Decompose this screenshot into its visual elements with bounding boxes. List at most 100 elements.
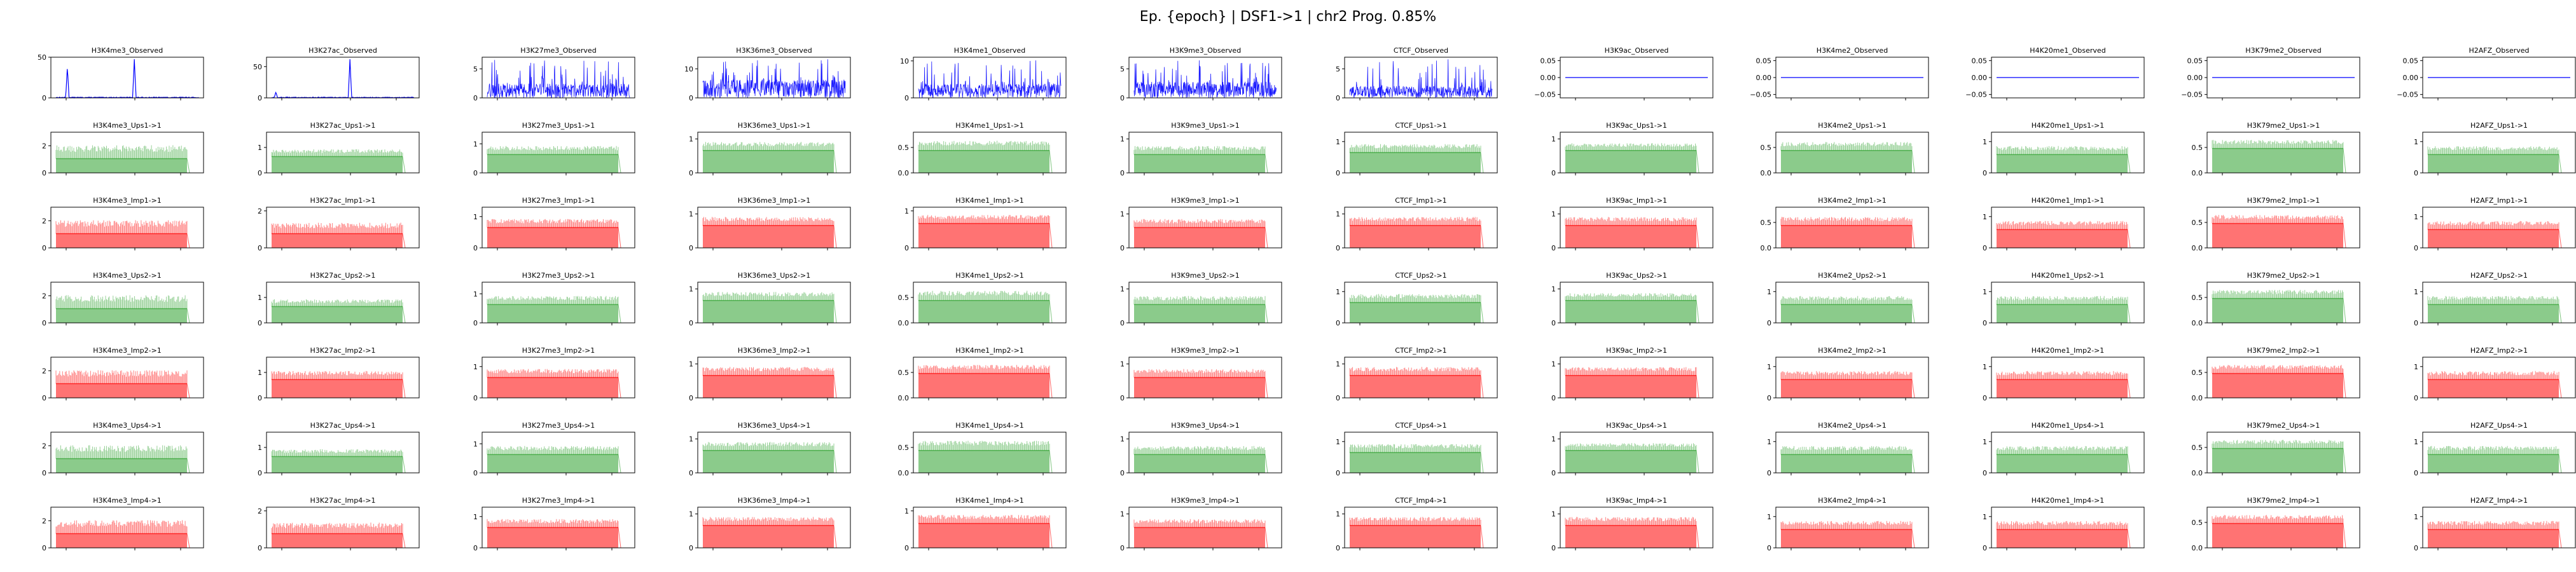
subplot: H3K27ac_Imp2->1 0 1 — [258, 346, 420, 402]
tail-line — [1049, 450, 1053, 473]
subplot: H3K27me3_Imp1->1 0 1 — [473, 196, 635, 252]
area-spikes — [918, 215, 1050, 224]
y-tick-label: 1 — [258, 444, 262, 452]
subplot-title: H3K4me2_Ups4->1 — [1818, 421, 1886, 430]
area-fill — [703, 300, 834, 323]
tail-line — [1264, 527, 1268, 548]
area-fill — [487, 304, 618, 323]
y-tick-label: 1 — [258, 294, 262, 302]
y-tick-label: 0 — [1120, 469, 1125, 477]
subplot-title: H3K36me3_Ups2->1 — [738, 271, 810, 280]
subplot-title: H3K9ac_Observed — [1605, 46, 1669, 55]
tail-line — [2127, 529, 2131, 548]
area-spikes — [2427, 146, 2559, 155]
area-fill — [2212, 298, 2343, 323]
tail-line — [1480, 152, 1484, 174]
y-tick-label: 0 — [689, 469, 693, 477]
y-tick-label: 1 — [1120, 510, 1125, 519]
area-fill — [487, 454, 618, 473]
axes-frame — [2206, 207, 2360, 249]
subplot: H2AFZ_Observed −0.05 0.00 0.05 — [2397, 46, 2576, 100]
subplot-title: H3K36me3_Ups1->1 — [738, 121, 810, 130]
area-spikes — [918, 440, 1050, 451]
axes-frame — [697, 282, 851, 323]
subplot: H3K27ac_Ups4->1 0 1 — [258, 421, 420, 477]
y-tick-label: 0 — [1336, 94, 1340, 102]
subplot-title: H3K27me3_Ups1->1 — [522, 121, 595, 130]
subplot-title: H3K9me3_Ups1->1 — [1171, 121, 1239, 130]
subplot: H3K9me3_Imp2->1 0 1 — [1120, 346, 1282, 402]
y-tick-label: 0 — [1767, 469, 1771, 477]
tail-line — [833, 225, 837, 249]
y-tick-label: 1 — [1983, 363, 1987, 371]
y-tick-label: 1 — [1551, 210, 1556, 219]
axes-frame — [913, 207, 1067, 249]
area-spikes — [271, 299, 403, 307]
y-tick-label: 1 — [1983, 138, 1987, 146]
y-tick-label: 0 — [1551, 319, 1556, 327]
tail-line — [618, 377, 621, 398]
axes-frame — [1775, 432, 1929, 473]
y-tick-label: 50 — [253, 63, 262, 71]
area-spikes — [55, 220, 188, 234]
y-tick-label: 0 — [1767, 394, 1771, 402]
y-tick-label: 0 — [1551, 469, 1556, 477]
tail-line — [2558, 304, 2562, 323]
area-spikes — [55, 370, 188, 384]
area-spikes — [487, 369, 619, 378]
area-fill — [918, 373, 1049, 398]
tail-line — [402, 156, 406, 174]
area-fill — [1350, 453, 1481, 473]
subplot-title: H3K4me1_Imp1->1 — [955, 196, 1024, 205]
subplot: CTCF_Imp4->1 0 1 — [1336, 496, 1498, 552]
area-fill — [56, 458, 187, 473]
axes-frame — [1775, 507, 1929, 548]
area-spikes — [487, 446, 619, 455]
area-fill — [918, 450, 1049, 473]
subplot-title: H3K27me3_Imp4->1 — [522, 496, 595, 505]
subplot: H3K36me3_Imp1->1 0 1 — [689, 196, 851, 252]
subplot-title: H2AFZ_Ups4->1 — [2470, 421, 2528, 430]
y-tick-label: 0 — [258, 94, 262, 102]
tail-line — [618, 154, 621, 174]
axes-frame — [50, 357, 204, 398]
axes-frame — [1344, 507, 1498, 548]
area-spikes — [1780, 521, 1913, 530]
area-fill — [703, 450, 834, 473]
y-tick-label: 0 — [1336, 319, 1340, 327]
y-tick-label: 1 — [2414, 438, 2418, 446]
subplot-title: H3K27ac_Ups1->1 — [310, 121, 376, 130]
y-tick-label: 1 — [1767, 363, 1771, 371]
area-spikes — [918, 515, 1050, 524]
y-tick-label: 0 — [689, 244, 693, 252]
y-tick-label: 1 — [473, 140, 478, 148]
subplot-title: H4K20me1_Ups2->1 — [2032, 271, 2104, 280]
y-tick-label: 0.05 — [1972, 57, 1988, 65]
y-tick-label: 1 — [1551, 135, 1556, 144]
series-line — [1133, 60, 1277, 99]
subplot-title: H3K36me3_Imp4->1 — [738, 496, 811, 505]
tail-line — [186, 458, 190, 473]
area-fill — [1781, 225, 1912, 248]
series-line — [702, 59, 846, 99]
subplot: H3K4me2_Ups1->1 0.0 0.5 — [1761, 121, 1929, 177]
subplot-title: H4K20me1_Imp4->1 — [2032, 496, 2105, 505]
subplot: H3K27me3_Imp4->1 0 1 — [473, 496, 635, 552]
subplot: H3K9me3_Imp1->1 0 1 — [1120, 196, 1282, 252]
subplot: H3K27me3_Ups2->1 0 1 — [473, 271, 635, 327]
subplot-title: CTCF_Imp4->1 — [1395, 496, 1446, 505]
area-fill — [1997, 454, 2128, 473]
subplot-title: CTCF_Ups2->1 — [1395, 271, 1446, 280]
subplot: H3K9ac_Ups4->1 0 1 — [1551, 421, 1714, 477]
subplot: H3K36me3_Imp2->1 0 1 — [689, 346, 851, 402]
y-tick-label: 0 — [1983, 394, 1987, 402]
area-fill — [487, 154, 618, 173]
area-spikes — [1133, 219, 1266, 228]
area-spikes — [2427, 221, 2559, 230]
area-spikes — [271, 222, 403, 234]
area-fill — [272, 156, 403, 173]
y-tick-label: 0 — [1336, 544, 1340, 552]
series-line — [55, 59, 199, 99]
tail-line — [1696, 375, 1700, 398]
